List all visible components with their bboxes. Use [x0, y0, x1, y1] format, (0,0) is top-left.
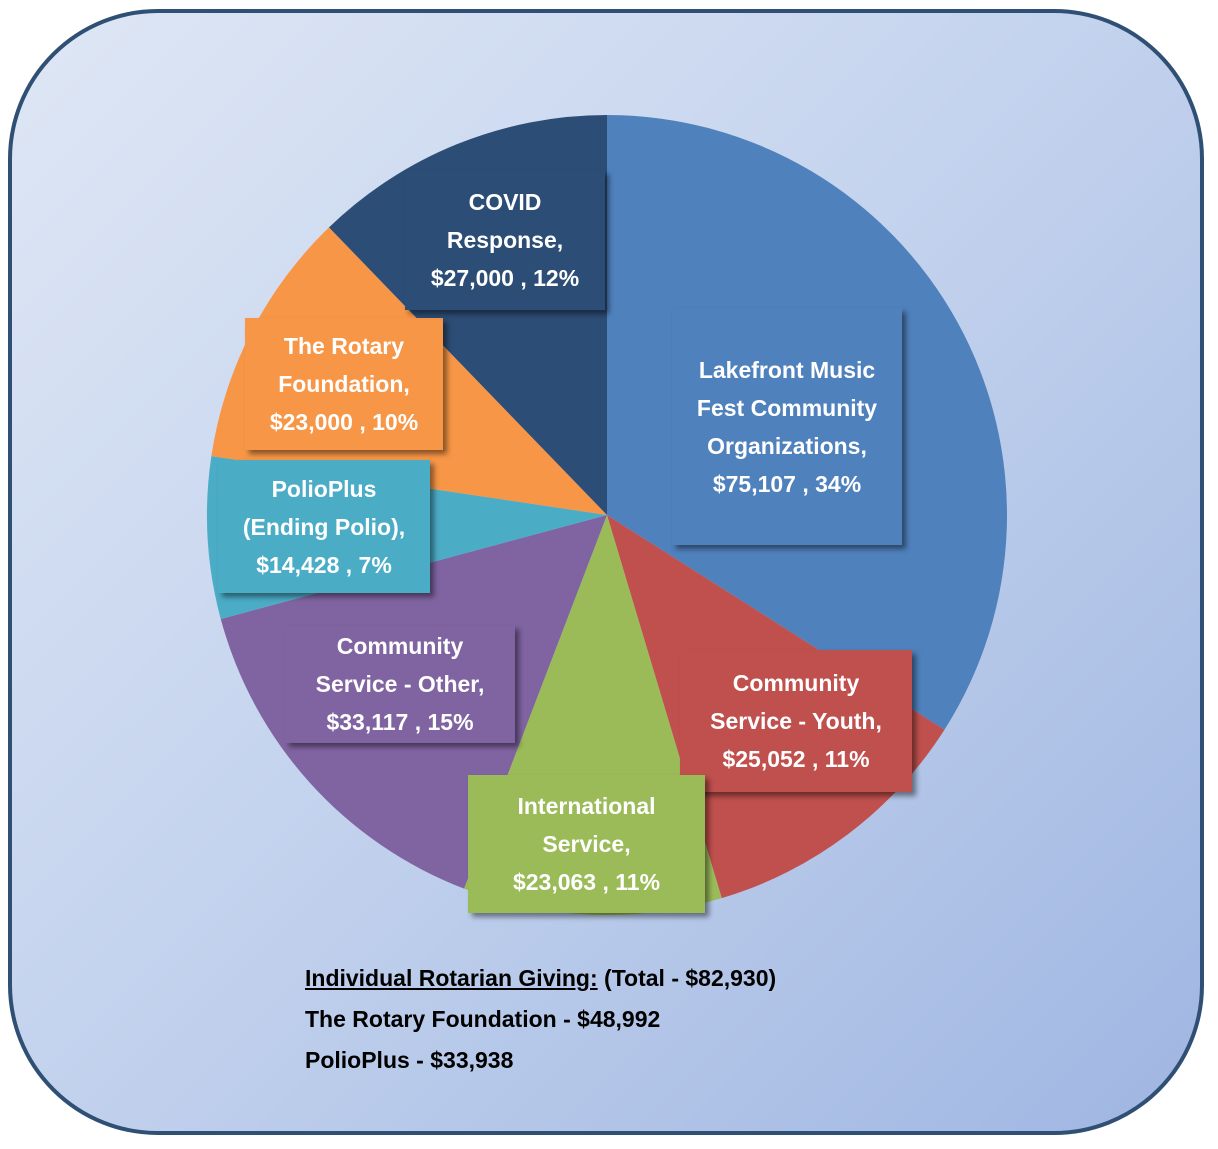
slice-label-name: Service,	[542, 831, 631, 857]
notes-heading: Individual Rotarian Giving:	[305, 965, 598, 991]
slice-label-name: The Rotary	[283, 333, 405, 359]
notes-total: (Total - $82,930)	[597, 965, 777, 991]
slice-label-name: Lakefront Music	[698, 356, 876, 383]
slice-label-name: Response,	[446, 227, 564, 253]
slice-label-value: $23,000 , 10%	[269, 409, 419, 435]
notes-line-2: The Rotary Foundation - $48,992	[305, 1006, 661, 1032]
slice-label-value: $14,428 , 7%	[256, 551, 392, 578]
slice-label-name: Fest Community	[696, 394, 878, 421]
slice-label-name: Community	[336, 633, 464, 659]
slice-label-value: $23,063 , 11%	[512, 869, 661, 895]
slice-label: International Service, $23,063 , 11%	[468, 775, 705, 913]
slice-label: Lakefront Music Fest Community Organizatio…	[672, 308, 902, 545]
slice-label-value: $33,117 , 15%	[326, 709, 474, 735]
slice-label-name: Organizations,	[707, 432, 867, 459]
slice-label: The Rotary Foundation, $23,000 , 10%	[245, 318, 443, 450]
notes-line-1: Individual Rotarian Giving: (Total - $82…	[305, 958, 776, 999]
slice-label: PolioPlus (Ending Polio), $14,428 , 7%	[218, 460, 430, 593]
slice-label-value: $75,107 , 34%	[712, 470, 862, 497]
slice-label-value: $25,052 , 11%	[722, 746, 870, 772]
slice-label-name: (Ending Polio),	[242, 513, 406, 540]
slice-label-name: COVID	[468, 189, 542, 215]
slice-label-name: Service - Youth,	[710, 708, 882, 734]
slice-label-name: Service - Other,	[315, 671, 485, 697]
slice-label-name: Foundation,	[278, 371, 410, 397]
slice-label-value: $27,000 , 12%	[430, 265, 580, 291]
slice-label-name: PolioPlus	[271, 475, 377, 502]
slice-label: COVID Response, $27,000 , 12%	[405, 170, 605, 310]
slice-label: Community Service - Youth, $25,052 , 11%	[680, 650, 912, 792]
notes-line-3: PolioPlus - $33,938	[305, 1047, 514, 1073]
slice-label-name: Community	[732, 670, 860, 696]
slice-label-name: International	[517, 793, 656, 819]
giving-notes: Individual Rotarian Giving: (Total - $82…	[305, 958, 776, 1081]
slice-label: Community Service - Other, $33,117 , 15%	[285, 625, 515, 743]
